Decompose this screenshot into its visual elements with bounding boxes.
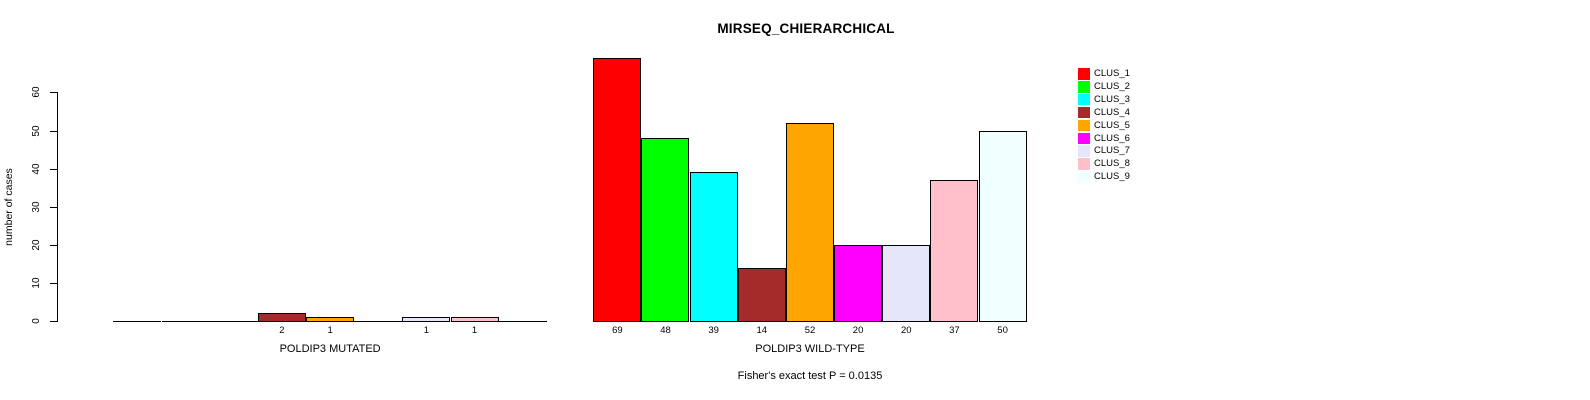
bar [354,321,403,322]
bar [306,317,355,322]
legend-swatch [1078,106,1090,119]
y-axis-label: number of cases [3,168,15,246]
bar-value-label: 37 [949,325,960,336]
group-label: POLDIP3 WILD-TYPE [755,343,865,355]
legend-label: CLUS_7 [1094,145,1130,157]
legend-swatch [1078,132,1090,145]
y-tick [50,282,57,284]
bar-value-label: 39 [708,325,719,336]
bar [498,321,547,322]
bar [882,244,931,322]
legend-label: CLUS_8 [1094,158,1130,170]
legend-swatch [1078,171,1090,183]
group-label: POLDIP3 MUTATED [279,343,381,355]
bar-value-label: 20 [852,325,864,336]
y-axis-line [57,92,58,322]
bar [785,122,834,322]
chart-title: MIRSEQ_CHIERARCHICAL [717,21,895,36]
footnote-fisher-test: Fisher's exact test P = 0.0135 [737,370,883,382]
bar [834,244,883,322]
bar-value-label: 14 [756,325,768,336]
bar-value-label: 52 [804,325,816,336]
bar [402,317,451,322]
bar [113,321,162,322]
y-tick-label: 30 [31,201,42,213]
y-tick [50,130,57,132]
bar-value-label: 69 [612,325,623,336]
bar [257,313,306,322]
bar [978,130,1027,322]
bar [593,58,642,322]
legend-swatch [1078,158,1090,170]
legend-swatch [1078,80,1090,93]
legend-label: CLUS_5 [1094,119,1130,131]
bar [161,321,210,322]
y-tick [50,92,57,94]
bar [689,172,738,322]
y-tick-label: 10 [31,277,42,289]
bar-value-label: 1 [471,325,478,336]
bar-value-label: 20 [901,325,912,336]
y-tick [50,168,57,170]
legend-swatch [1078,93,1090,106]
bar [737,267,786,322]
y-tick-label: 0 [31,318,42,324]
bar [209,321,258,322]
legend-swatch [1078,145,1090,158]
y-tick [50,321,57,322]
legend-label: CLUS_3 [1094,93,1130,105]
bar-value-label: 50 [997,325,1008,336]
bar [930,180,979,322]
legend-swatch [1078,68,1090,80]
legend-label: CLUS_4 [1094,106,1130,118]
y-tick-label: 20 [31,239,42,251]
y-tick [50,206,57,208]
bar [450,317,499,322]
legend-label: CLUS_6 [1094,132,1130,144]
bar-value-label: 1 [423,325,430,336]
bar-value-label: 1 [327,325,333,336]
bar [641,138,690,322]
bar-value-label: 2 [279,325,285,336]
legend-swatch [1078,119,1090,132]
legend-label: CLUS_2 [1094,80,1130,92]
y-tick [50,244,57,246]
y-tick-label: 60 [31,86,42,98]
y-tick-label: 50 [31,124,42,137]
legend-label: CLUS_9 [1094,171,1130,183]
legend-label: CLUS_1 [1094,68,1130,79]
y-tick-label: 40 [31,163,42,175]
bar-value-label: 48 [660,325,671,336]
